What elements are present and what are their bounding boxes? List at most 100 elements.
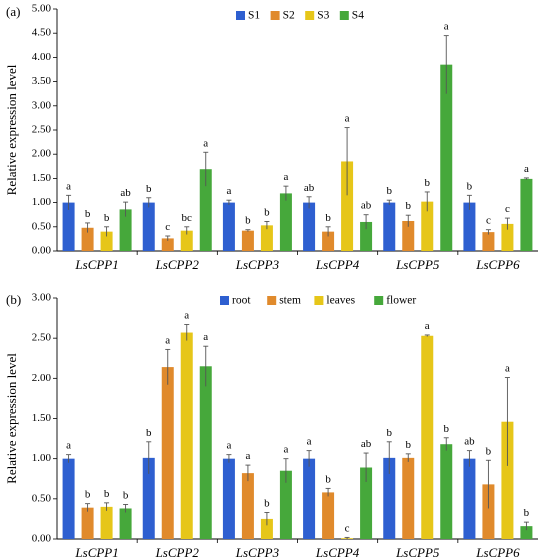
bar-root xyxy=(142,457,155,539)
y-tick-label: 3.00 xyxy=(32,99,52,111)
bar-stem xyxy=(322,492,335,539)
y-tick-label: 1.50 xyxy=(32,172,52,184)
category-label: LsCPP6 xyxy=(475,545,520,560)
significance-label: a xyxy=(505,363,510,375)
y-tick-label: 2.00 xyxy=(32,148,52,160)
bar-S4 xyxy=(440,64,453,251)
significance-label: a xyxy=(283,444,288,456)
legend-swatch xyxy=(339,11,349,20)
legend-swatch xyxy=(374,296,384,305)
significance-label: b xyxy=(325,212,331,224)
significance-label: b xyxy=(486,445,492,457)
significance-label: a xyxy=(226,440,231,452)
bar-S3 xyxy=(260,225,273,251)
bar-S3 xyxy=(501,223,514,251)
bar-stem xyxy=(402,457,415,539)
bar-stem xyxy=(161,367,174,539)
legend-swatch xyxy=(314,296,324,305)
category-label: LsCPP3 xyxy=(235,257,280,272)
significance-label: b xyxy=(85,489,91,501)
y-tick-label: 1.00 xyxy=(32,196,52,208)
significance-label: b xyxy=(264,206,270,218)
significance-label: a xyxy=(307,436,312,448)
significance-label: b xyxy=(104,488,110,500)
chart-b: (b) Relative expression level 0.00 0.50 1.00… xyxy=(4,292,538,560)
legend-swatch xyxy=(267,296,277,305)
bar-S2 xyxy=(241,230,254,251)
significance-label: b xyxy=(104,212,110,224)
legend-label: flower xyxy=(386,295,416,307)
bar-S1 xyxy=(142,202,155,251)
bar-S3 xyxy=(180,230,193,251)
legend-swatch xyxy=(220,296,229,305)
y-tick-label: 2.00 xyxy=(32,372,52,384)
bar-S4 xyxy=(199,169,212,251)
bar-leaves xyxy=(260,518,273,539)
bar-flower xyxy=(360,467,373,539)
significance-label: ab xyxy=(361,438,372,450)
panel-label: (b) xyxy=(6,292,21,307)
bar-flower xyxy=(279,470,292,539)
legend-label: stem xyxy=(279,295,301,307)
significance-label: ab xyxy=(120,187,131,199)
bar-stem xyxy=(241,473,254,539)
bar-S2 xyxy=(81,227,94,251)
y-tick-label: 1.00 xyxy=(32,452,52,464)
significance-label: b xyxy=(146,427,152,439)
significance-label: c xyxy=(165,221,170,233)
significance-label: a xyxy=(283,171,288,183)
bar-S4 xyxy=(279,193,292,251)
bar-flower xyxy=(440,444,453,539)
y-tick-label: 2.50 xyxy=(32,124,52,136)
bar-S3 xyxy=(100,231,113,251)
y-tick-label: 2.50 xyxy=(32,332,52,344)
significance-label: b xyxy=(524,507,530,519)
y-tick-label: 0.00 xyxy=(32,533,52,545)
significance-label: b xyxy=(264,497,270,509)
legend-label: S4 xyxy=(352,10,364,22)
significance-label: ab xyxy=(464,436,475,448)
significance-label: a xyxy=(165,334,170,346)
significance-label: b xyxy=(123,489,129,501)
y-tick-label: 4.00 xyxy=(32,51,52,63)
legend-label: S2 xyxy=(283,10,295,22)
bar-S1 xyxy=(383,202,396,251)
bar-flower xyxy=(199,366,212,539)
legend-label: root xyxy=(232,295,251,307)
significance-label: b xyxy=(444,423,450,435)
bar-root xyxy=(463,458,476,539)
significance-label: a xyxy=(444,21,449,33)
significance-label: c xyxy=(486,215,491,227)
significance-label: a xyxy=(203,331,208,343)
y-tick-label: 4.50 xyxy=(32,27,52,39)
legend-label: S3 xyxy=(317,10,329,22)
category-label: LsCPP4 xyxy=(315,257,360,272)
significance-label: ab xyxy=(304,182,315,194)
significance-label: a xyxy=(524,163,529,175)
significance-label: a xyxy=(66,180,71,192)
bar-S4 xyxy=(520,178,533,251)
bar-leaves xyxy=(100,506,113,539)
significance-label: a xyxy=(226,185,231,197)
category-label: LsCPP5 xyxy=(395,257,440,272)
significance-label: b xyxy=(406,200,412,212)
legend-swatch xyxy=(305,11,315,20)
legend-swatch xyxy=(270,11,280,20)
bar-leaves xyxy=(501,421,514,539)
significance-label: a xyxy=(203,137,208,149)
bar-S2 xyxy=(322,231,335,251)
bar-root xyxy=(222,458,235,539)
significance-label: b xyxy=(387,185,393,197)
significance-label: b xyxy=(245,215,251,227)
significance-label: a xyxy=(345,113,350,125)
legend-label: S1 xyxy=(248,10,260,22)
significance-label: a xyxy=(184,310,189,322)
bar-S1 xyxy=(303,202,316,251)
significance-label: bc xyxy=(182,212,193,224)
category-label: LsCPP6 xyxy=(475,257,520,272)
bar-S1 xyxy=(62,202,75,251)
category-label: LsCPP1 xyxy=(74,257,118,272)
y-tick-label: 3.00 xyxy=(32,292,52,304)
legend-swatch xyxy=(236,11,245,20)
y-axis-title: Relative expression level xyxy=(4,64,19,195)
